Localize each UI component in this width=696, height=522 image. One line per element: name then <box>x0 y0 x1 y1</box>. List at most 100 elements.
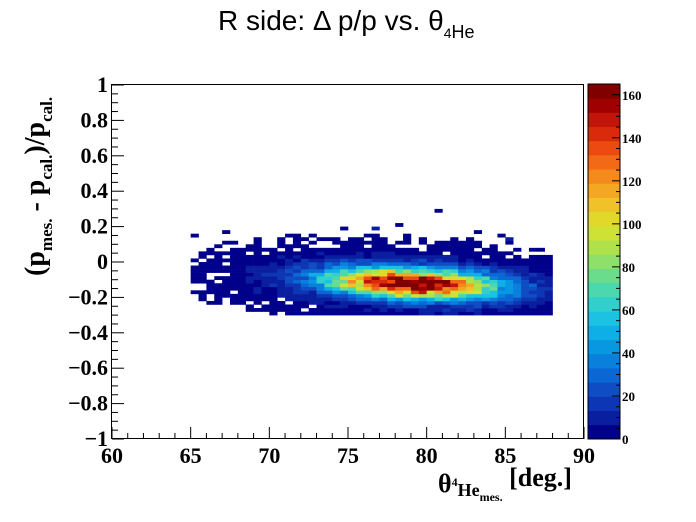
heatmap-bin <box>395 308 404 312</box>
y-axis-label: (pmes. - pcal.)/pcal. <box>20 97 56 276</box>
heatmap-bin <box>450 304 459 309</box>
heatmap-bin <box>450 240 459 245</box>
color-bar-segment <box>588 396 620 411</box>
heatmap-bin <box>497 308 506 312</box>
heatmap-bin <box>245 286 254 291</box>
heatmap-bin <box>521 286 530 291</box>
heatmap-bin <box>426 258 435 263</box>
heatmap-bin <box>513 272 522 277</box>
heatmap-bin <box>198 279 207 284</box>
heatmap-bin <box>206 258 215 263</box>
heatmap-bin <box>348 276 357 280</box>
heatmap-bin <box>426 286 435 291</box>
heatmap-bin <box>198 272 207 277</box>
heatmap-bin <box>363 254 372 259</box>
heatmap-bin <box>536 286 545 291</box>
heatmap-bin <box>489 290 498 295</box>
heatmap-bin <box>355 269 365 273</box>
heatmap-bin <box>418 251 427 256</box>
heatmap-bin <box>434 251 443 256</box>
heatmap-bin <box>434 290 443 295</box>
heatmap-bin <box>536 272 545 277</box>
heatmap-bin <box>418 308 427 312</box>
heatmap-bin <box>536 283 545 288</box>
heatmap-bin <box>261 262 270 266</box>
heatmap-bin <box>544 304 553 309</box>
heatmap-bin <box>521 293 530 298</box>
heatmap-bin <box>466 254 475 259</box>
heatmap-bin <box>403 251 412 256</box>
heatmap-bin <box>277 290 286 295</box>
heatmap-bin <box>466 247 475 252</box>
heatmap-bin <box>277 244 286 249</box>
heatmap-bin <box>473 262 483 266</box>
heatmap-bin <box>324 237 333 242</box>
heatmap-bin <box>340 286 349 291</box>
color-bar-label: 60 <box>622 303 635 318</box>
heatmap-bin <box>410 272 420 277</box>
heatmap-bin <box>277 262 286 266</box>
heatmap-bin <box>237 283 247 288</box>
heatmap-bin <box>363 308 372 312</box>
heatmap-bin <box>332 308 341 312</box>
heatmap-bin <box>355 293 365 298</box>
heatmap-bin <box>348 244 357 249</box>
heatmap-bin <box>348 297 357 302</box>
heatmap-bin <box>505 308 514 312</box>
heatmap-bin <box>395 300 404 305</box>
heatmap-bin <box>371 244 380 249</box>
heatmap-bin <box>481 265 490 270</box>
heatmap-bin <box>387 258 396 263</box>
heatmap-bin <box>308 276 317 280</box>
heatmap-bin <box>466 265 475 270</box>
heatmap-bin <box>371 240 380 245</box>
heatmap-bin <box>528 269 538 273</box>
heatmap-bin <box>521 262 530 266</box>
heatmap-bin <box>206 279 215 284</box>
heatmap-bin <box>426 293 435 298</box>
heatmap-bin <box>245 276 254 280</box>
heatmap-bin <box>348 283 357 288</box>
heatmap-bin <box>544 311 553 316</box>
heatmap-bin <box>489 286 498 291</box>
heatmap-bin <box>505 265 514 270</box>
heatmap-bin <box>340 293 349 298</box>
heatmap-bin <box>528 276 538 280</box>
heatmap-bin <box>245 254 254 259</box>
heatmap-bin <box>292 283 302 288</box>
heatmap-bin <box>277 258 286 263</box>
heatmap-bin <box>497 286 506 291</box>
heatmap-bin <box>371 269 380 273</box>
heatmap-bin <box>261 272 270 277</box>
heatmap-bin <box>434 269 443 273</box>
heatmap-bin <box>245 304 254 309</box>
heatmap-bin <box>363 262 372 266</box>
heatmap-bin <box>316 286 325 291</box>
heatmap-bin <box>253 247 262 252</box>
heatmap-bin <box>198 276 207 280</box>
heatmap-bin <box>285 297 294 302</box>
heatmap-bin <box>426 254 435 259</box>
heatmap-bin <box>379 290 388 295</box>
heatmap-bin <box>489 297 498 302</box>
heatmap-bin <box>395 297 404 302</box>
heatmap-bin <box>481 286 490 291</box>
heatmap-bin <box>340 308 349 312</box>
heatmap-bin <box>505 300 514 305</box>
heatmap-bin <box>410 269 420 273</box>
heatmap-bin <box>300 300 309 305</box>
heatmap-bin <box>450 237 459 242</box>
heatmap-bin <box>458 308 467 312</box>
x-tick-labels: 60 65 70 75 80 85 90 <box>101 443 595 468</box>
heatmap-bin <box>442 276 451 280</box>
heatmap-bin <box>308 290 317 295</box>
heatmap-bin <box>371 308 380 312</box>
heatmap-bin <box>355 254 365 259</box>
x-tick-label: 90 <box>573 443 595 468</box>
heatmap-bin <box>528 283 538 288</box>
heatmap-bin <box>253 290 262 295</box>
heatmap-bin <box>332 247 341 252</box>
heatmap-bin <box>269 297 278 302</box>
heatmap-bin <box>410 276 420 280</box>
heatmap-bin <box>410 297 420 302</box>
